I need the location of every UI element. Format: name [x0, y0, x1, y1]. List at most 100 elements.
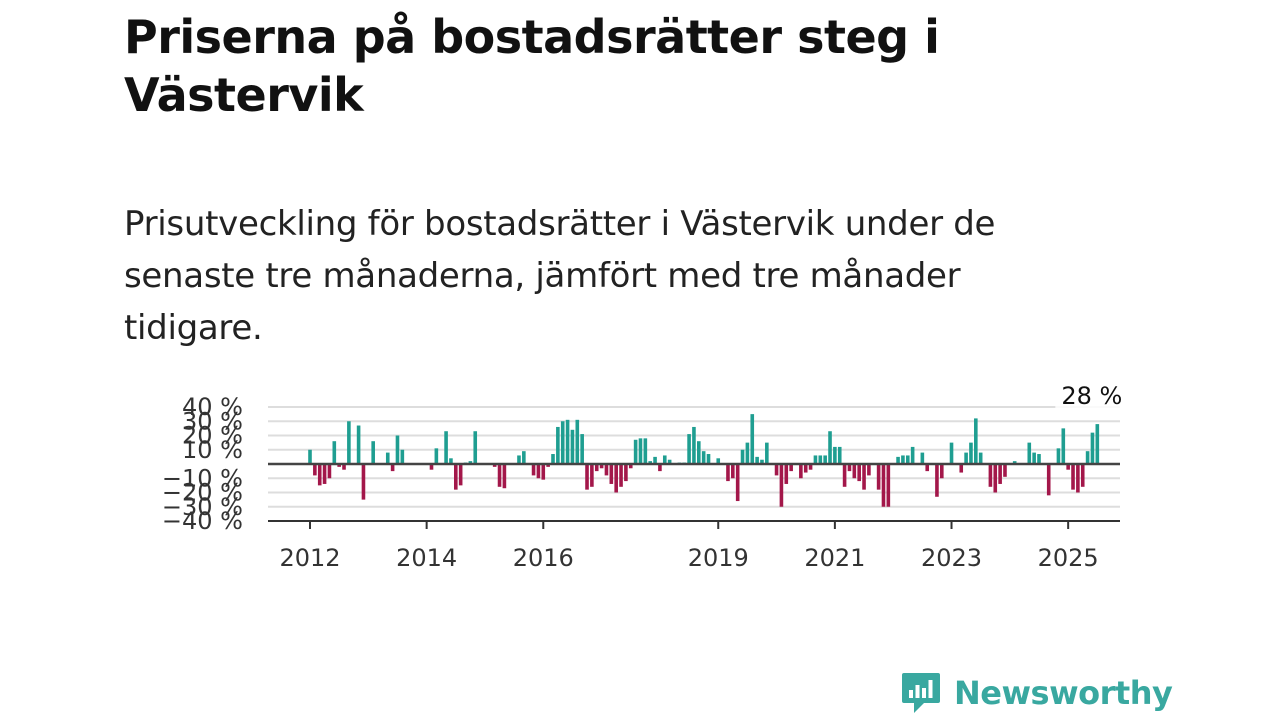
- bar: [784, 464, 789, 484]
- bar: [502, 464, 507, 489]
- bar: [628, 464, 633, 469]
- y-tick-label: −40 %: [162, 507, 243, 535]
- bar: [662, 455, 667, 464]
- bar: [1071, 464, 1075, 490]
- x-tick-label: 2023: [921, 544, 982, 572]
- bar: [842, 464, 847, 487]
- bar: [624, 464, 628, 482]
- bar: [881, 464, 886, 507]
- bar: [731, 464, 735, 479]
- bar: [706, 454, 711, 464]
- bar: [356, 425, 361, 464]
- bar: [522, 451, 526, 464]
- bar: [823, 455, 827, 464]
- bar: [998, 464, 1002, 484]
- x-tick-label: 2019: [688, 544, 749, 572]
- bar: [886, 464, 891, 507]
- x-tick-label: 2014: [396, 544, 457, 572]
- bar: [837, 446, 842, 464]
- bar: [468, 461, 473, 464]
- bar: [750, 414, 755, 464]
- bar: [667, 459, 672, 464]
- bar: [692, 426, 696, 464]
- bar: [575, 419, 580, 464]
- bar: [342, 464, 346, 470]
- bar: [385, 452, 390, 464]
- bar: [896, 456, 900, 464]
- last-value-annotation: 28 %: [1061, 382, 1122, 410]
- bar: [337, 464, 341, 467]
- bar: [857, 464, 861, 482]
- chart-subtitle: Prisutveckling för bostadsrätter i Väste…: [124, 204, 996, 348]
- bar: [429, 464, 434, 470]
- bar: [901, 455, 905, 464]
- bar: [745, 442, 750, 464]
- bar: [327, 464, 332, 479]
- bar: [551, 454, 555, 464]
- bar: [697, 441, 701, 464]
- bar: [760, 459, 764, 464]
- bar: [847, 464, 852, 472]
- y-tick-label: 10 %: [182, 436, 243, 464]
- bar: [395, 435, 400, 464]
- bar: [988, 464, 993, 487]
- bar: [862, 464, 866, 490]
- bar: [322, 464, 327, 484]
- bar: [658, 464, 662, 472]
- bar: [799, 464, 803, 479]
- bar: [765, 442, 769, 464]
- bar: [828, 431, 832, 464]
- y-tick-label: −10 %: [162, 464, 243, 492]
- y-tick-label: −30 %: [162, 493, 243, 521]
- bar: [434, 448, 439, 464]
- bar: [740, 449, 745, 464]
- bar: [560, 421, 565, 464]
- bar: [444, 431, 448, 464]
- bar: [1076, 464, 1080, 493]
- bar: [1037, 454, 1041, 464]
- bar: [633, 439, 638, 464]
- x-tick-label: 2025: [1038, 544, 1099, 572]
- bar: [473, 431, 478, 464]
- bar: [1061, 428, 1066, 464]
- bar: [1080, 464, 1085, 487]
- bar: [458, 464, 463, 486]
- bar: [599, 464, 604, 469]
- bar: [449, 458, 453, 464]
- bar: [1095, 424, 1100, 464]
- bar: [935, 464, 939, 497]
- bar: [813, 455, 818, 464]
- bar: [317, 464, 322, 486]
- bar: [910, 446, 915, 464]
- bar: [735, 464, 740, 502]
- bar: [949, 442, 954, 464]
- y-tick-label: 20 %: [182, 422, 243, 450]
- bar: [978, 452, 983, 464]
- bar: [925, 464, 930, 472]
- bar: [497, 464, 502, 487]
- brand-name: Newsworthy: [954, 674, 1173, 712]
- bar: [565, 419, 570, 464]
- bar: [687, 434, 691, 464]
- bar: [1090, 432, 1095, 464]
- bar: [876, 464, 881, 490]
- annotation-background: [1055, 381, 1134, 409]
- bar: [585, 464, 589, 490]
- bar: [614, 464, 618, 493]
- bar: [1012, 461, 1017, 464]
- bar: [556, 426, 560, 464]
- bar: [390, 464, 395, 472]
- bar: [570, 429, 575, 464]
- bar-chart: 40 %30 %20 %10 %−10 %−20 %−30 %−40 % 2012…: [162, 381, 1134, 572]
- bar: [313, 464, 317, 476]
- bar: [969, 442, 973, 464]
- bar: [1056, 448, 1061, 464]
- bar: [1066, 464, 1070, 470]
- bar: [638, 438, 643, 464]
- bar: [531, 464, 536, 476]
- bar: [905, 455, 910, 464]
- bar: [332, 441, 337, 464]
- bar: [580, 434, 584, 464]
- bar: [755, 456, 759, 464]
- bar: [492, 464, 497, 467]
